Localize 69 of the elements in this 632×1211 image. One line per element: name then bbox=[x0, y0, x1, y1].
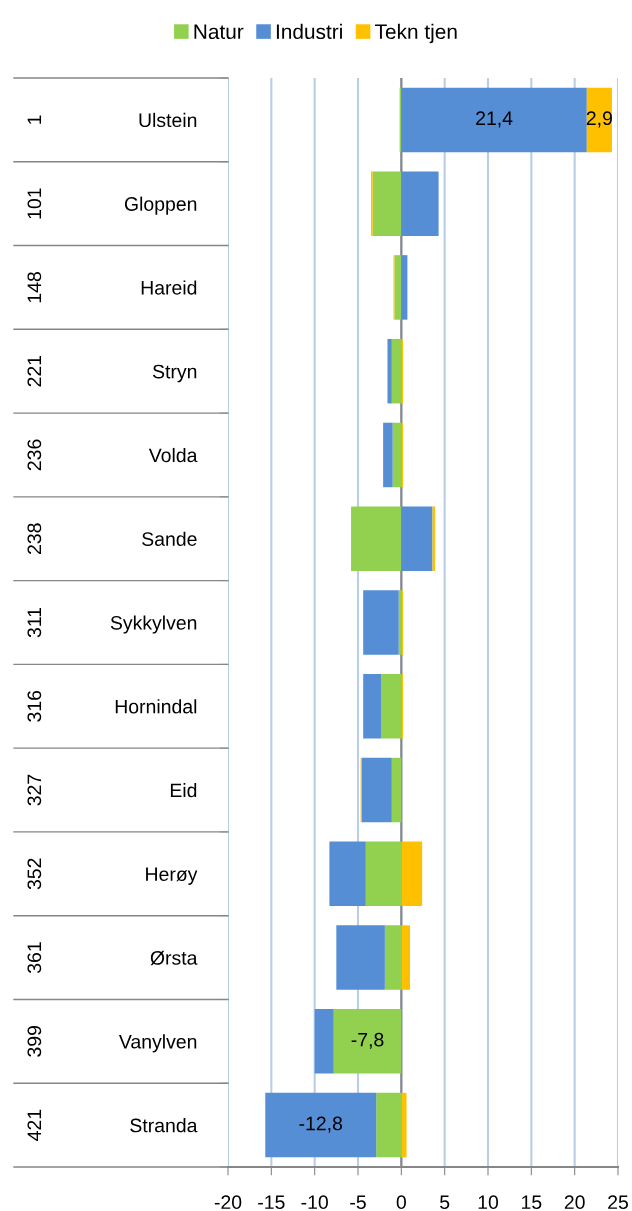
text: 316 bbox=[27, 690, 42, 722]
bar bbox=[387, 338, 392, 404]
text: 221 bbox=[27, 355, 42, 387]
y-tick-label: Sykkylven bbox=[110, 615, 197, 634]
y-tick-label: Herøy bbox=[146, 867, 198, 885]
bar bbox=[383, 422, 393, 488]
bar bbox=[372, 171, 402, 236]
x-tick-label: -10 bbox=[301, 1195, 328, 1210]
x-tick-label: 10 bbox=[478, 1195, 499, 1210]
text: 148 bbox=[27, 272, 42, 303]
x-tick-label: 25 bbox=[608, 1195, 628, 1210]
y-tick-label: Hareid bbox=[141, 280, 197, 295]
bar bbox=[336, 925, 385, 990]
data-label: -7,8 bbox=[351, 1032, 384, 1049]
data-label: -12,8 bbox=[299, 1116, 343, 1133]
y-tick-label: Sande bbox=[142, 531, 197, 546]
bar bbox=[392, 422, 402, 488]
x-tick-label: -5 bbox=[350, 1195, 366, 1210]
text: 238 bbox=[27, 523, 42, 554]
text: 311 bbox=[27, 607, 42, 638]
bar bbox=[401, 87, 587, 153]
x-tick-label: 20 bbox=[564, 1195, 585, 1210]
legend-label: Industri bbox=[276, 23, 342, 40]
bar bbox=[381, 674, 402, 739]
bar bbox=[401, 1092, 407, 1158]
bar bbox=[365, 841, 402, 907]
data-label: 21,4 bbox=[476, 111, 513, 128]
x-tick-label: -20 bbox=[214, 1195, 242, 1210]
y-tick-label: Eid bbox=[170, 782, 197, 798]
text: 352 bbox=[27, 858, 42, 890]
text: 421 bbox=[27, 1109, 42, 1141]
bar bbox=[384, 925, 402, 990]
bar bbox=[391, 757, 402, 823]
text: 361 bbox=[27, 942, 42, 974]
legend-label: Natur bbox=[194, 24, 244, 40]
bar bbox=[361, 757, 392, 823]
text: 101 bbox=[27, 188, 42, 219]
text: 236 bbox=[27, 439, 42, 471]
bar bbox=[391, 338, 402, 404]
bar bbox=[394, 255, 402, 320]
y-tick-label: Stryn bbox=[152, 364, 197, 383]
y-tick-label: Volda bbox=[148, 447, 198, 463]
bar bbox=[401, 925, 410, 990]
y-tick-label: Ulstein bbox=[139, 112, 197, 128]
y-tick-label: Vanylven bbox=[118, 1034, 197, 1053]
legend-label: Tekn tjen bbox=[375, 23, 457, 44]
bar bbox=[265, 1092, 377, 1158]
x-tick-label: -15 bbox=[258, 1195, 285, 1210]
y-tick-label: Stranda bbox=[130, 1118, 198, 1133]
text: 1 bbox=[27, 115, 42, 124]
bar bbox=[401, 506, 433, 571]
text: 327 bbox=[27, 774, 42, 806]
bar bbox=[363, 590, 399, 655]
bar bbox=[314, 1009, 334, 1074]
x-tick-label: 5 bbox=[440, 1195, 450, 1210]
bar bbox=[351, 506, 402, 571]
bar bbox=[401, 171, 439, 236]
bar bbox=[401, 255, 408, 320]
bar bbox=[401, 841, 423, 907]
x-tick-label: 0 bbox=[396, 1195, 406, 1210]
x-tick-label: 15 bbox=[522, 1195, 542, 1210]
text: 399 bbox=[27, 1026, 42, 1057]
bar bbox=[333, 1009, 402, 1074]
bar bbox=[329, 841, 366, 907]
bar bbox=[363, 674, 382, 739]
bar bbox=[376, 1092, 402, 1158]
y-tick-label: Hornindal bbox=[115, 699, 197, 714]
y-tick-label: Gloppen bbox=[124, 196, 197, 215]
y-tick-label: Ørsta bbox=[150, 950, 198, 966]
